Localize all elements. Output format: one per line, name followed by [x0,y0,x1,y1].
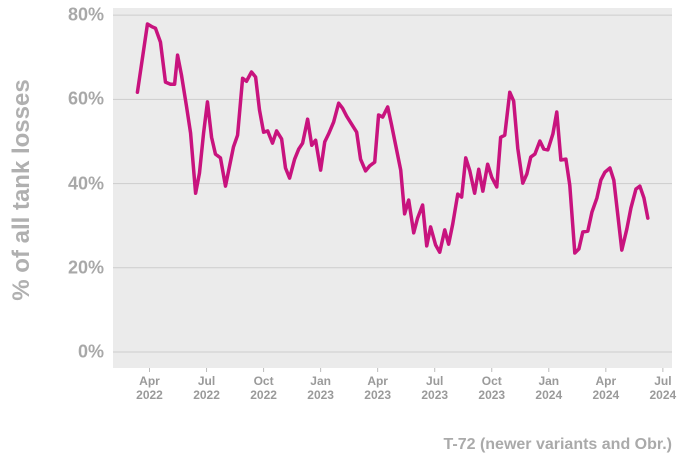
y-tick-label: 60% [67,88,104,109]
x-tick-label: Jul 2023 [421,374,449,402]
x-tick-label: Oct 2023 [478,374,506,402]
x-tick-label: Oct 2022 [250,374,277,402]
x-tick-label: Jan 2023 [307,374,334,402]
y-tick-label: 0% [77,341,104,362]
y-tick-label: 20% [67,257,104,278]
x-tick-label: Apr 2024 [592,374,620,402]
x-tick-label: Jul 2024 [649,374,677,402]
x-tick-label: Jan 2024 [535,374,563,402]
x-tick-label: Apr 2023 [364,374,391,402]
caption: T-72 (newer variants and Obr.) [443,436,672,453]
data-line [135,22,650,255]
y-axis-title: % of all tank losses [8,79,35,301]
x-tick-label: Jul 2022 [193,374,220,402]
y-tick-label: 40% [67,173,104,194]
x-tick-label: Apr 2022 [136,374,163,402]
y-tick-label: 80% [67,4,104,25]
plot-background [113,8,672,368]
